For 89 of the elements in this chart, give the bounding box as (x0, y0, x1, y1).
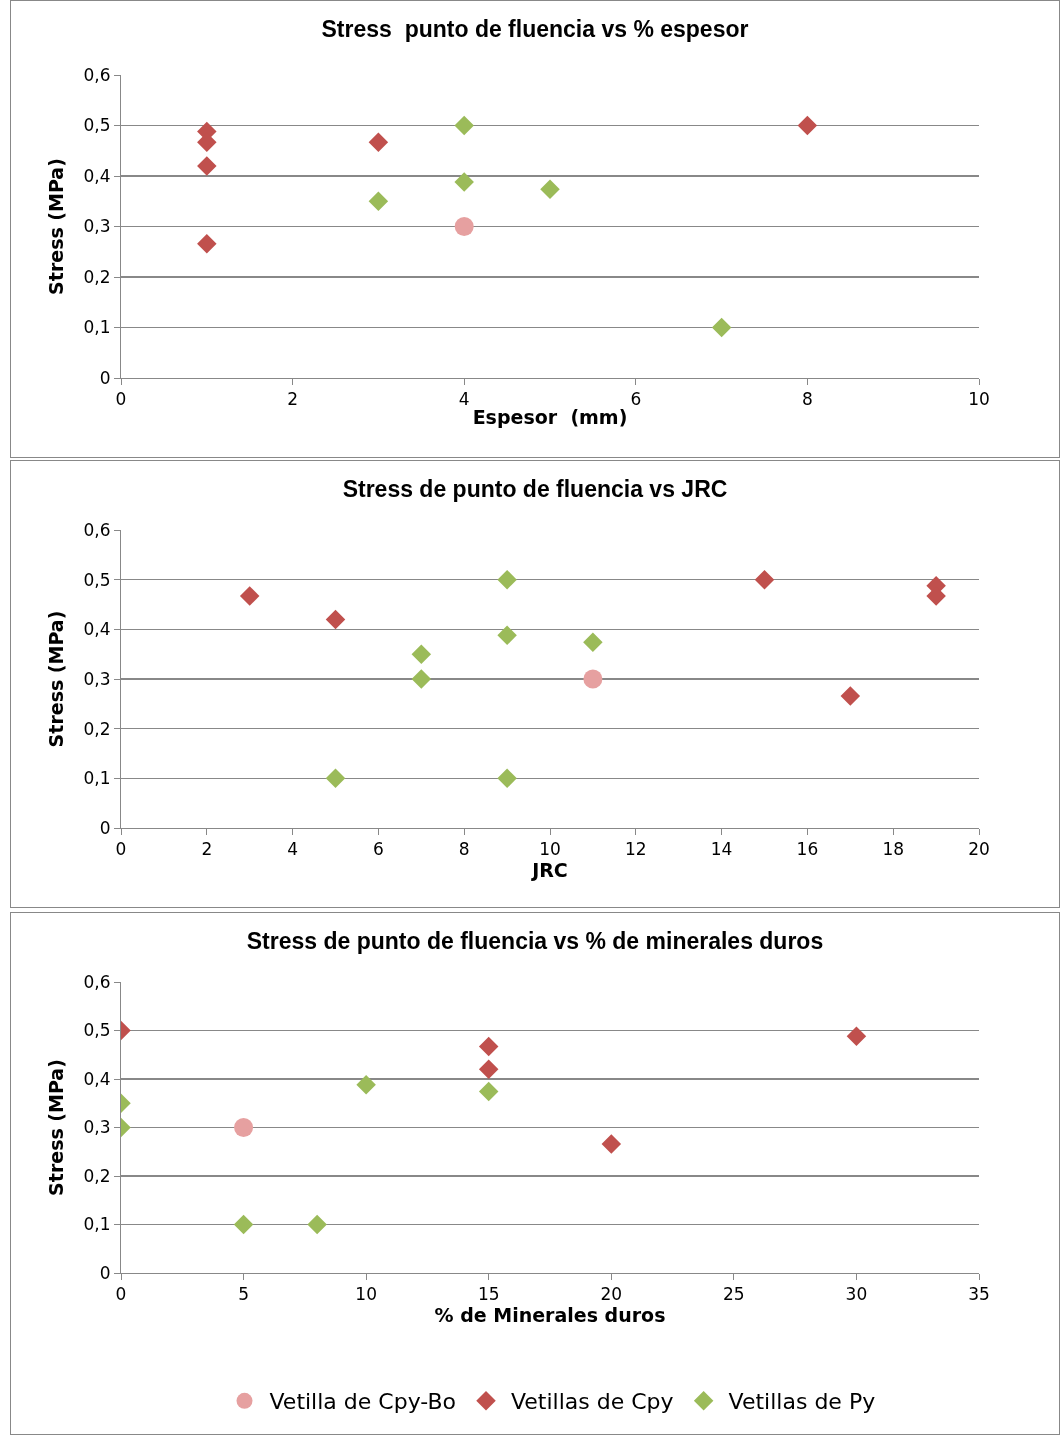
point (497, 569, 517, 590)
x-tick-label: 6 (372, 839, 384, 860)
point (233, 1214, 254, 1235)
point (454, 172, 474, 192)
x-tick-label: 18 (882, 839, 905, 860)
x-tick-label: 10 (355, 1284, 377, 1305)
point (411, 669, 432, 689)
point (797, 115, 818, 136)
point (478, 1059, 499, 1080)
x-tick-label: 20 (600, 1284, 623, 1305)
point (325, 768, 346, 789)
x-tick-label: 2 (201, 839, 213, 860)
x-tick-label: 0 (115, 389, 127, 410)
x-tick-label: 12 (624, 839, 647, 860)
point (478, 1081, 499, 1102)
y-tick-label: 0,6 (83, 64, 111, 85)
x-tick-label: 4 (287, 839, 299, 860)
point (478, 1036, 499, 1057)
point (368, 191, 389, 211)
y-tick-label: 0,6 (83, 971, 111, 992)
point (540, 179, 560, 199)
y-tick-label: 0,2 (83, 266, 111, 287)
y-tick-label: 0,1 (83, 768, 111, 789)
point (325, 609, 346, 630)
y-axis-title: Stress (MPa) (45, 610, 68, 748)
y-tick-label: 0,5 (83, 1020, 111, 1041)
chart-title: Stress de punto de fluencia vs JRC (342, 475, 728, 502)
point (197, 156, 217, 176)
x-axis-title: JRC (530, 859, 568, 882)
legend-label: Vetillas de Cpy (510, 1389, 674, 1415)
x-axis-title: % de Minerales duros (434, 1304, 666, 1327)
y-axis-title: Stress (MPa) (45, 1059, 68, 1196)
point (754, 569, 775, 590)
y-tick-label: 0,4 (83, 1068, 111, 1089)
x-tick-label: 5 (238, 1284, 249, 1305)
y-tick-label: 0,2 (83, 718, 111, 739)
chart-title: Stress de punto de fluencia vs % de minerales duros (246, 927, 824, 954)
point (583, 632, 603, 652)
point (239, 586, 260, 606)
y-tick-label: 0 (99, 1262, 111, 1283)
x-tick-label: 15 (477, 1284, 500, 1305)
point (601, 1134, 622, 1154)
point (711, 317, 732, 338)
x-tick-label: 6 (630, 389, 642, 410)
y-tick-label: 0,3 (83, 216, 111, 237)
y-tick-label: 0,4 (83, 165, 111, 186)
point (234, 1118, 254, 1137)
legend-label: Vetillas de Py (728, 1389, 876, 1415)
x-tick-label: 0 (115, 839, 127, 860)
y-tick-label: 0,5 (83, 569, 111, 590)
x-tick-label: 8 (458, 839, 470, 860)
x-tick-label: 35 (968, 1284, 990, 1305)
point (411, 644, 432, 664)
x-tick-label: 14 (710, 839, 733, 860)
x-tick-label: 4 (458, 389, 470, 410)
x-tick-label: 2 (287, 389, 299, 410)
y-axis-title: Stress (MPa) (45, 158, 68, 295)
point (497, 768, 517, 789)
y-tick-label: 0,4 (83, 619, 111, 640)
x-axis-title: Espesor (mm) (472, 406, 628, 429)
point (497, 625, 517, 646)
x-tick-label: 16 (796, 839, 819, 860)
y-tick-label: 0,1 (83, 1214, 111, 1235)
point (840, 686, 861, 706)
y-tick-label: 0,3 (83, 668, 111, 689)
point (846, 1026, 867, 1047)
point (454, 115, 474, 136)
y-tick-label: 0 (99, 817, 111, 838)
point (197, 233, 217, 254)
x-tick-label: 25 (723, 1284, 745, 1305)
point (368, 132, 389, 152)
y-tick-label: 0,2 (83, 1165, 111, 1186)
legend-label: Vetilla de Cpy-Bo (269, 1389, 456, 1415)
x-tick-label: 8 (801, 389, 813, 410)
point (583, 669, 603, 689)
point (454, 217, 474, 236)
y-tick-label: 0,5 (83, 115, 111, 136)
x-tick-label: 0 (115, 1284, 127, 1305)
y-tick-label: 0,3 (83, 1117, 111, 1138)
y-tick-label: 0,6 (83, 519, 111, 540)
point (356, 1075, 376, 1095)
chart-title: Stress punto de fluencia vs % espesor (321, 15, 749, 42)
y-tick-label: 0,1 (83, 317, 111, 338)
x-tick-label: 10 (539, 839, 561, 860)
y-tick-label: 0 (99, 367, 111, 388)
x-tick-label: 20 (968, 839, 990, 860)
x-tick-label: 30 (845, 1284, 868, 1305)
x-tick-label: 10 (968, 389, 990, 410)
point (307, 1214, 327, 1235)
